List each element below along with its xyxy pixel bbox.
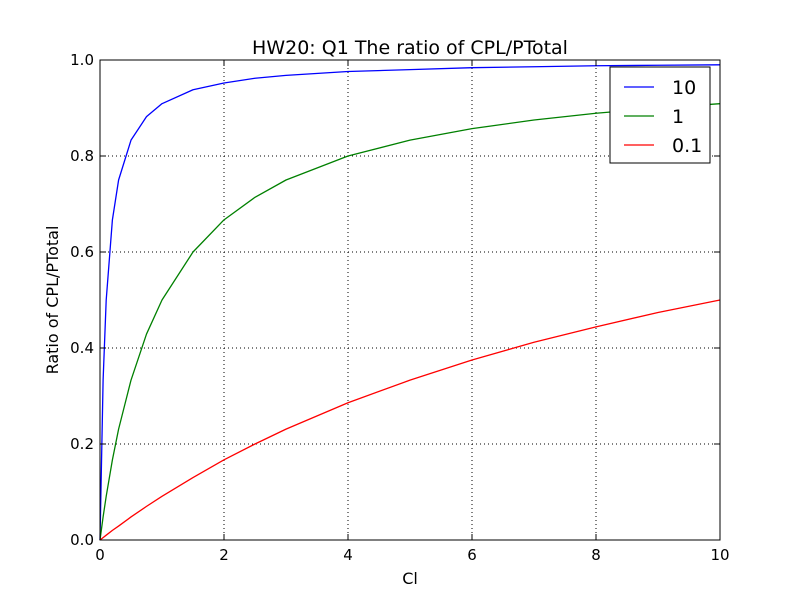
legend-label: 0.1 bbox=[672, 135, 702, 157]
y-axis-label: Ratio of CPL/PTotal bbox=[43, 226, 62, 375]
y-tick-label: 1.0 bbox=[70, 51, 94, 69]
x-tick-label: 8 bbox=[591, 546, 601, 564]
series-lines bbox=[99, 64, 721, 541]
legend-label: 10 bbox=[672, 77, 696, 99]
y-tick-label: 0.4 bbox=[70, 339, 94, 357]
x-axis-label: Cl bbox=[402, 569, 418, 588]
legend-box bbox=[609, 66, 711, 164]
x-tick-label: 0 bbox=[95, 546, 105, 564]
legend: 10 1 0.1 bbox=[609, 66, 711, 164]
series-line-0 bbox=[99, 64, 721, 541]
series-line-1 bbox=[99, 103, 721, 541]
x-tick-label: 6 bbox=[467, 546, 477, 564]
x-tick-label: 2 bbox=[219, 546, 229, 564]
x-tick-label: 10 bbox=[710, 546, 729, 564]
y-tick-label: 0.8 bbox=[70, 147, 94, 165]
y-tick-label: 0.0 bbox=[70, 531, 94, 549]
x-tick-label: 4 bbox=[343, 546, 353, 564]
chart-title: HW20: Q1 The ratio of CPL/PTotal bbox=[252, 37, 568, 59]
y-tick-label: 0.6 bbox=[70, 243, 94, 261]
y-tick-label: 0.2 bbox=[70, 435, 94, 453]
legend-label: 1 bbox=[672, 106, 684, 128]
axis-ticks: 0 2 4 6 8 10 0.0 0.2 0.4 0.6 0.8 1.0 bbox=[70, 51, 729, 564]
series-line-2 bbox=[99, 299, 721, 541]
plot-area-frame bbox=[99, 59, 721, 541]
